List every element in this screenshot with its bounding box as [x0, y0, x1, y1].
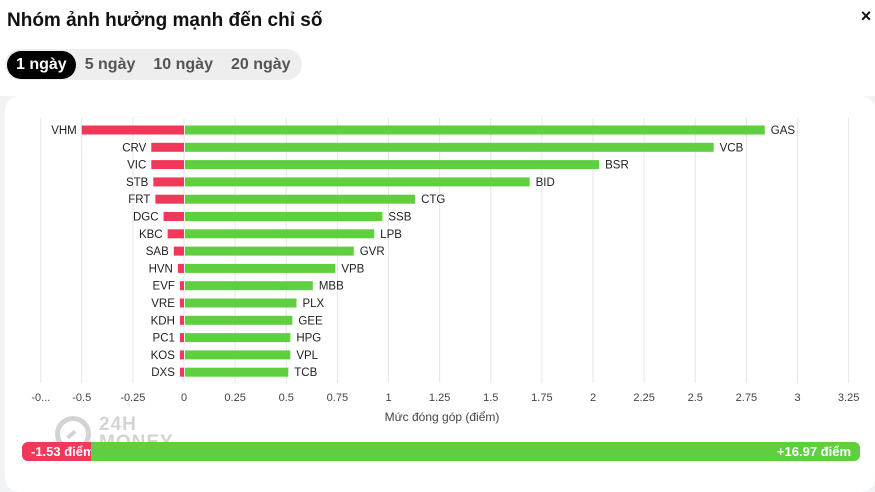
x-tick-label: 0.5 — [279, 392, 294, 404]
x-tick-label: -0.5 — [72, 392, 91, 404]
x-tick-label: 0.25 — [224, 392, 245, 404]
negative-bar-label: DGC — [133, 212, 159, 224]
negative-bar — [163, 212, 184, 221]
positive-bar — [185, 298, 297, 308]
negative-bar — [81, 125, 184, 135]
negative-bar — [179, 333, 184, 343]
negative-bar — [179, 367, 184, 377]
x-axis-label: Mức đóng góp (điểm) — [385, 410, 500, 424]
negative-bar-label: VRE — [151, 298, 175, 310]
negative-bar-label: CRV — [122, 142, 146, 154]
header: Nhóm ảnh hưởng mạnh đến chỉ số × 1 ngày … — [0, 0, 875, 96]
negative-bar — [153, 177, 184, 187]
positive-bar — [185, 194, 416, 204]
x-tick-label: 0 — [181, 392, 187, 404]
positive-bar — [185, 263, 336, 273]
negative-bar-label: VIC — [127, 160, 146, 172]
positive-bar — [185, 246, 354, 256]
positive-bar — [185, 333, 291, 343]
x-tick-label: 2.75 — [736, 392, 757, 404]
positive-bar — [185, 367, 289, 377]
watermark-line1: 24H — [99, 414, 137, 435]
positive-bar-label: SSB — [388, 212, 411, 224]
negative-bar-label: KDH — [151, 315, 175, 327]
positive-bar-label: VCB — [720, 142, 744, 154]
tab-10-days[interactable]: 10 ngày — [153, 55, 213, 73]
positive-bar-label: VPB — [341, 263, 364, 275]
x-tick-label: -0... — [31, 392, 50, 404]
close-icon[interactable]: × — [860, 6, 872, 26]
positive-bar-label: CTG — [421, 194, 445, 206]
x-tick-label: 1.5 — [483, 392, 498, 404]
chart-card: -0... -0.5 -0.25 0 0.25 0.5 0.75 1 1.25 1.5 1.75 2 2… — [5, 96, 875, 492]
negative-bar — [179, 315, 184, 325]
page-title: Nhóm ảnh hưởng mạnh đến chỉ số — [7, 10, 323, 31]
positive-bar — [185, 281, 313, 291]
positive-bar — [185, 125, 765, 135]
x-tick-label: 1.25 — [429, 392, 450, 404]
x-tick-label: 2 — [590, 392, 596, 404]
x-tick-label: 1.75 — [531, 392, 552, 404]
positive-bar-label: BSR — [605, 160, 629, 172]
x-tick-label: 3 — [794, 392, 800, 404]
positive-bar-label: BID — [536, 177, 555, 189]
negative-bar — [179, 281, 184, 291]
positive-total: +16.97 điểm — [91, 442, 860, 461]
x-tick-label: 3.25 — [838, 392, 859, 404]
negative-bar — [179, 350, 184, 360]
negative-bar-label: STB — [126, 177, 149, 189]
tab-5-days[interactable]: 5 ngày — [84, 55, 136, 73]
positive-bar-label: HPG — [296, 333, 321, 345]
negative-bar-label: KOS — [151, 350, 176, 362]
positive-bar — [185, 177, 530, 187]
x-tick-label: 0.75 — [327, 392, 348, 404]
negative-bar-label: DXS — [151, 367, 175, 379]
negative-bar — [179, 298, 184, 308]
positive-bar-label: VPL — [296, 350, 318, 362]
contribution-chart: -0... -0.5 -0.25 0 0.25 0.5 0.75 1 1.25 1.5 1.75 2 2… — [31, 118, 859, 424]
positive-bar-label: GVR — [360, 246, 385, 258]
negative-bar-label: PC1 — [153, 333, 175, 345]
positive-bar-label: GAS — [771, 125, 796, 137]
tab-20-days[interactable]: 20 ngày — [230, 55, 291, 73]
x-tick-label: 1 — [385, 392, 391, 404]
positive-bar — [185, 350, 291, 360]
negative-bar-label: KBC — [139, 229, 163, 241]
positive-bar-label: GEE — [298, 315, 323, 327]
negative-bar — [167, 229, 184, 239]
positive-bar — [185, 160, 600, 170]
negative-bar — [177, 263, 184, 273]
negative-bar-label: EVF — [153, 281, 175, 293]
negative-bar-label: HVN — [149, 263, 173, 275]
negative-bar-label: VHM — [51, 125, 77, 137]
tab-1-day[interactable]: 1 ngày — [7, 50, 76, 79]
x-tick-label: 2.25 — [633, 392, 654, 404]
x-tick-label: 2.5 — [688, 392, 703, 404]
negative-bar — [151, 160, 184, 170]
negative-bar — [155, 194, 184, 204]
positive-bar-label: MBB — [319, 281, 344, 293]
positive-bar — [185, 229, 375, 239]
negative-bar — [173, 246, 184, 256]
positive-bar — [185, 142, 714, 152]
negative-total: -1.53 điểm — [22, 442, 92, 461]
positive-bar-label: TCB — [294, 367, 317, 379]
period-tabs: 1 ngày 5 ngày 10 ngày 20 ngày — [5, 49, 302, 80]
negative-bar-label: FRT — [128, 194, 150, 206]
x-tick-label: -0.25 — [120, 392, 145, 404]
negative-bar-label: SAB — [146, 246, 169, 258]
positive-bar — [185, 212, 383, 221]
totals-bar: -1.53 điểm +16.97 điểm — [22, 442, 860, 461]
negative-bar — [151, 142, 184, 152]
positive-bar — [185, 315, 293, 325]
positive-bar-label: PLX — [302, 298, 324, 310]
positive-bar-label: LPB — [380, 229, 402, 241]
